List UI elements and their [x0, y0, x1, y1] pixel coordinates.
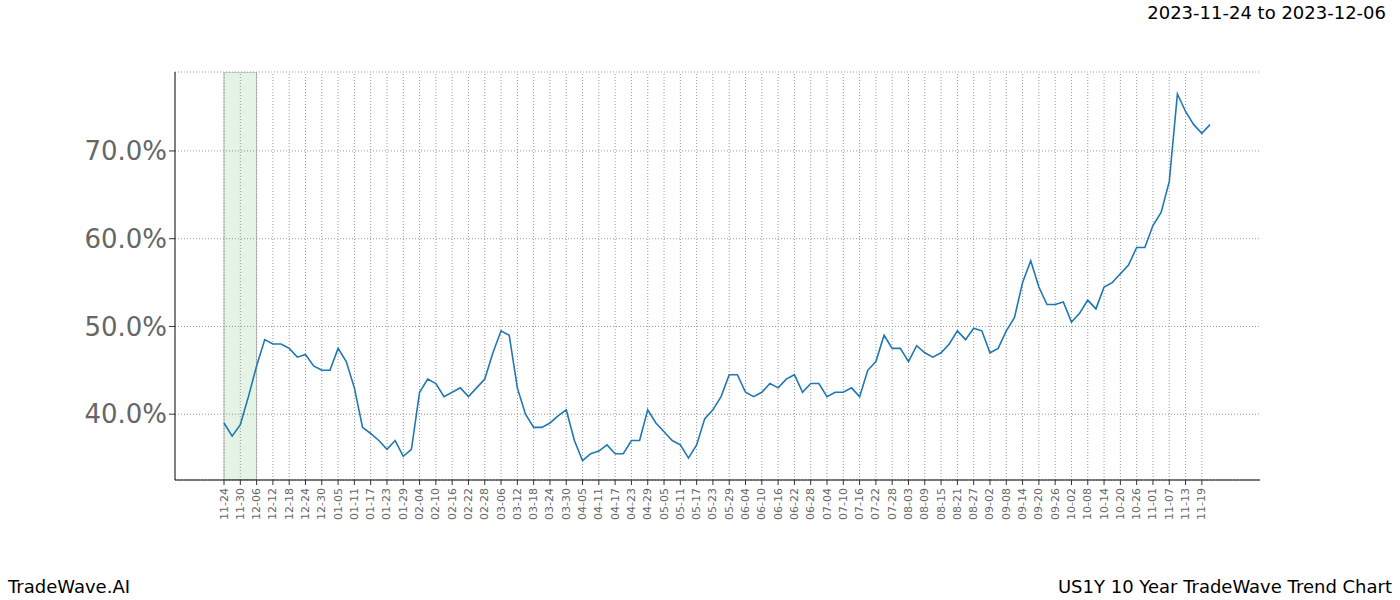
svg-text:05-11: 05-11	[674, 488, 687, 520]
svg-text:40.0%: 40.0%	[84, 399, 167, 429]
svg-text:01-17: 01-17	[364, 488, 377, 520]
svg-text:02-28: 02-28	[478, 488, 491, 520]
svg-text:04-17: 04-17	[609, 488, 622, 520]
svg-text:12-18: 12-18	[283, 488, 296, 520]
svg-text:09-20: 09-20	[1032, 488, 1045, 520]
svg-text:06-28: 06-28	[804, 488, 817, 520]
svg-text:70.0%: 70.0%	[84, 136, 167, 166]
svg-text:06-10: 06-10	[755, 488, 768, 520]
html-text:TradeWave.AI: TradeWave.AI	[8, 576, 130, 597]
svg-text:01-11: 01-11	[348, 488, 361, 520]
svg-text:12-12: 12-12	[266, 488, 279, 520]
svg-text:08-21: 08-21	[951, 488, 964, 520]
svg-text:01-23: 01-23	[380, 488, 393, 520]
svg-text:04-29: 04-29	[641, 488, 654, 520]
svg-text:11-30: 11-30	[234, 488, 247, 520]
svg-text:07-16: 07-16	[853, 488, 866, 520]
svg-text:09-02: 09-02	[983, 488, 996, 520]
svg-text:06-04: 06-04	[739, 488, 752, 520]
svg-text:06-16: 06-16	[772, 488, 785, 520]
svg-text:03-18: 03-18	[527, 488, 540, 520]
svg-text:12-30: 12-30	[315, 488, 328, 520]
svg-text:10-08: 10-08	[1081, 488, 1094, 520]
svg-text:11-07: 11-07	[1163, 488, 1176, 520]
svg-text:07-22: 07-22	[869, 488, 882, 520]
svg-text:04-23: 04-23	[625, 488, 638, 520]
svg-text:05-17: 05-17	[690, 488, 703, 520]
svg-text:10-20: 10-20	[1114, 488, 1127, 520]
svg-text:07-28: 07-28	[886, 488, 899, 520]
svg-text:60.0%: 60.0%	[84, 224, 167, 254]
svg-text:50.0%: 50.0%	[84, 312, 167, 342]
svg-text:03-24: 03-24	[543, 488, 556, 520]
svg-text:11-13: 11-13	[1179, 488, 1192, 520]
svg-text:11-19: 11-19	[1195, 488, 1208, 520]
svg-text:09-26: 09-26	[1049, 488, 1062, 520]
svg-text:10-02: 10-02	[1065, 488, 1078, 520]
svg-text:03-30: 03-30	[560, 488, 573, 520]
svg-text:12-06: 12-06	[250, 488, 263, 520]
svg-text:10-26: 10-26	[1130, 488, 1143, 520]
svg-text:12-24: 12-24	[299, 488, 312, 520]
svg-text:05-23: 05-23	[706, 488, 719, 520]
svg-text:03-06: 03-06	[495, 488, 508, 520]
svg-text:05-05: 05-05	[658, 488, 671, 520]
svg-text:02-10: 02-10	[429, 488, 442, 520]
svg-text:03-12: 03-12	[511, 488, 524, 520]
svg-text:07-10: 07-10	[837, 488, 850, 520]
svg-text:08-27: 08-27	[967, 488, 980, 520]
svg-text:06-22: 06-22	[788, 488, 801, 520]
svg-text:11-24: 11-24	[218, 488, 231, 520]
svg-text:09-08: 09-08	[1000, 488, 1013, 520]
svg-text:02-16: 02-16	[446, 488, 459, 520]
svg-text:10-14: 10-14	[1098, 488, 1111, 520]
svg-text:08-09: 08-09	[918, 488, 931, 520]
svg-text:08-03: 08-03	[902, 488, 915, 520]
svg-text:04-05: 04-05	[576, 488, 589, 520]
svg-text:01-05: 01-05	[332, 488, 345, 520]
svg-text:04-11: 04-11	[592, 488, 605, 520]
svg-text:01-29: 01-29	[397, 488, 410, 520]
svg-text:05-29: 05-29	[723, 488, 736, 520]
svg-text:08-15: 08-15	[935, 488, 948, 520]
html-text:2023-11-24 to 2023-12-06: 2023-11-24 to 2023-12-06	[1147, 2, 1386, 23]
html-text:US1Y 10 Year TradeWave Trend C: US1Y 10 Year TradeWave Trend Chart	[1057, 576, 1392, 597]
svg-text:09-14: 09-14	[1016, 488, 1029, 520]
svg-text:02-04: 02-04	[413, 488, 426, 520]
svg-text:07-04: 07-04	[821, 488, 834, 520]
svg-text:02-22: 02-22	[462, 488, 475, 520]
svg-text:11-01: 11-01	[1146, 488, 1159, 520]
